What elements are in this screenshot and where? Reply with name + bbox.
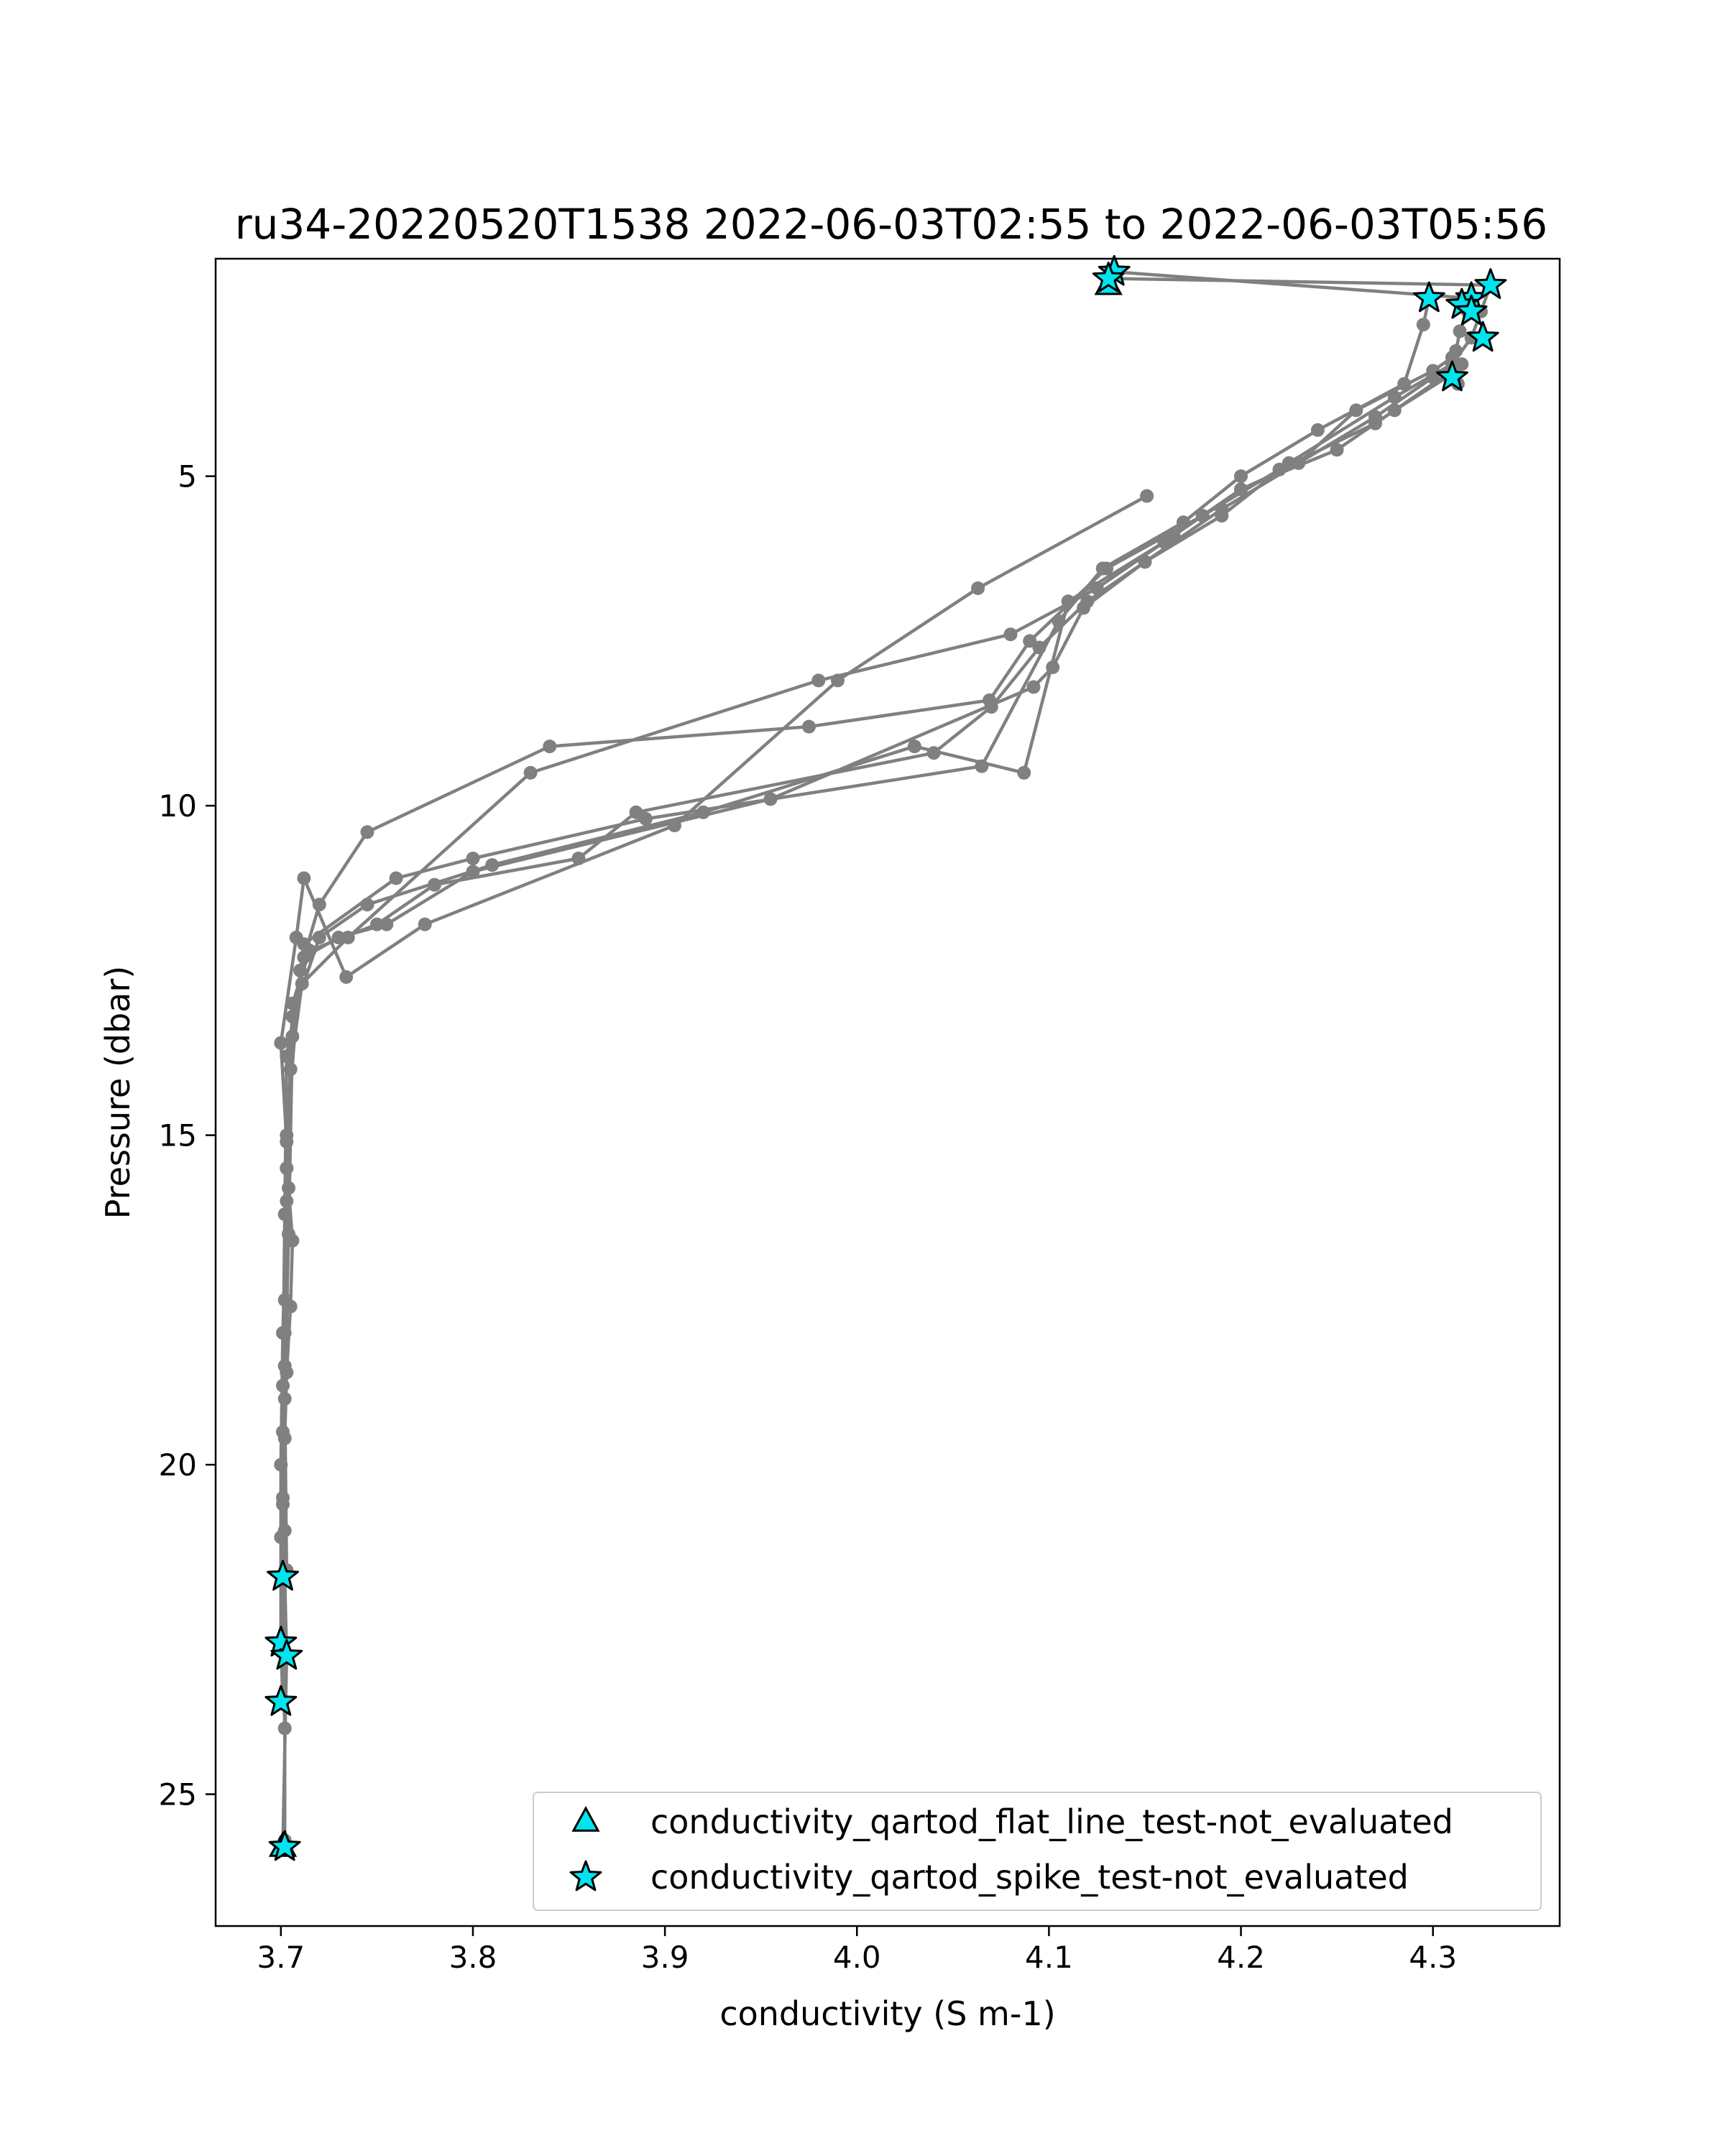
x-tick-label: 4.0 — [833, 1940, 881, 1975]
profile-point — [274, 1036, 288, 1050]
profile-point — [285, 1233, 300, 1248]
profile-point — [380, 917, 394, 931]
profile-point — [1234, 469, 1248, 484]
spike-flag-marker — [1092, 262, 1125, 292]
spike-flag-marker — [1412, 281, 1445, 313]
profile-point — [668, 819, 681, 833]
profile-point — [274, 1530, 288, 1544]
profile-point — [418, 917, 432, 931]
profile-point — [1445, 351, 1459, 364]
profile-point — [1023, 634, 1037, 648]
profile-point — [1330, 443, 1344, 457]
profile-point — [1453, 324, 1467, 338]
flagged-points-layer — [264, 254, 1507, 1861]
profile-line — [279, 494, 1148, 1505]
profile-point — [277, 1431, 292, 1445]
profile-point — [629, 805, 643, 819]
profile-point — [1416, 318, 1430, 332]
x-axis-label: conductivity (S m-1) — [719, 1994, 1055, 2033]
spike-flag-marker — [1466, 321, 1499, 352]
y-tick-label: 5 — [178, 459, 197, 494]
profile-point — [389, 871, 403, 885]
profile-point — [811, 673, 826, 688]
x-tick-label: 3.8 — [449, 1940, 497, 1975]
legend-entries: conductivity_qartod_flat_line_test-not_e… — [569, 1802, 1453, 1897]
profile-point — [543, 740, 557, 754]
spike-flag-marker — [267, 1560, 299, 1591]
profile-point — [971, 581, 985, 595]
y-axis-label: Pressure (dbar) — [98, 966, 137, 1219]
profile-point — [831, 673, 845, 688]
profile-point — [282, 1181, 295, 1195]
profile-point — [283, 1299, 298, 1314]
legend-entry: conductivity_qartod_flat_line_test-not_e… — [571, 1802, 1453, 1841]
profile-point — [1003, 627, 1018, 642]
profile-point — [289, 931, 303, 944]
profile-point — [1426, 370, 1440, 384]
spike-flag-marker — [1436, 360, 1468, 392]
profile-point — [1234, 482, 1248, 497]
profile-point — [1397, 377, 1412, 391]
x-tick-label: 3.7 — [257, 1940, 305, 1975]
legend-box — [533, 1792, 1542, 1911]
profile-point — [276, 1497, 290, 1511]
profile-point — [1052, 614, 1066, 628]
profile-point — [1140, 489, 1154, 503]
profile-point — [975, 759, 989, 773]
profile-point — [1368, 410, 1382, 424]
spike-flag-marker — [268, 1830, 301, 1861]
profile-point — [1046, 660, 1060, 674]
profile-point — [1215, 502, 1229, 516]
x-axis: 3.7 3.8 3.9 4.0 4.1 4.2 4.3 — [257, 1926, 1457, 1975]
profile-point — [1026, 680, 1041, 694]
profile-point — [466, 852, 480, 865]
profile-point — [638, 811, 653, 826]
y-tick-label: 10 — [159, 788, 197, 824]
profile-point — [1077, 601, 1090, 615]
profile-point — [523, 765, 538, 780]
spike-flag-marker — [1474, 268, 1507, 299]
profile-point — [1095, 561, 1110, 576]
y-tick-label: 25 — [159, 1777, 197, 1812]
profile-point — [331, 931, 346, 944]
profile-point — [297, 950, 311, 964]
profile-point — [280, 1365, 294, 1380]
profile-point — [1455, 357, 1469, 372]
profile-point — [280, 1135, 294, 1149]
x-tick-label: 4.1 — [1025, 1940, 1073, 1975]
legend-star-marker — [569, 1860, 602, 1892]
profile-series — [274, 489, 1154, 1511]
legend-label: conductivity_qartod_flat_line_test-not_e… — [650, 1802, 1453, 1841]
legend-entry: conductivity_qartod_spike_test-not_evalu… — [569, 1858, 1409, 1897]
x-tick-label: 4.3 — [1409, 1940, 1457, 1975]
legend-label: conductivity_qartod_spike_test-not_evalu… — [650, 1858, 1409, 1897]
chart-title: ru34-20220520T1538 2022-06-03T02:55 to 2… — [235, 200, 1547, 249]
profile-point — [466, 865, 480, 879]
plot-area-frame — [214, 257, 1561, 1927]
y-tick-label: 15 — [159, 1118, 197, 1153]
y-tick-label: 20 — [159, 1447, 197, 1483]
spike-flag-marker — [264, 1685, 298, 1716]
profile-point — [802, 719, 816, 734]
legend: conductivity_qartod_flat_line_test-not_e… — [533, 1792, 1542, 1911]
spike-flag-marker — [264, 1626, 298, 1657]
y-axis: 5 10 15 20 25 — [159, 459, 216, 1812]
profile-point — [1138, 555, 1152, 569]
spike-flag-marker — [1455, 294, 1488, 326]
profile-point — [277, 1207, 292, 1222]
x-tick-label: 4.2 — [1217, 1940, 1265, 1975]
profile-point — [1176, 515, 1190, 530]
profile-point — [360, 825, 374, 839]
spike-flag-marker — [270, 1639, 303, 1670]
profile-point — [907, 740, 921, 754]
profile-point — [1017, 765, 1031, 780]
profile-point — [1310, 423, 1325, 437]
profile-point — [339, 970, 354, 984]
legend-triangle-marker — [571, 1805, 600, 1832]
profile-point — [297, 871, 311, 885]
x-tick-label: 3.9 — [641, 1940, 689, 1975]
profile-point — [1292, 456, 1306, 470]
profile-point — [763, 792, 778, 806]
